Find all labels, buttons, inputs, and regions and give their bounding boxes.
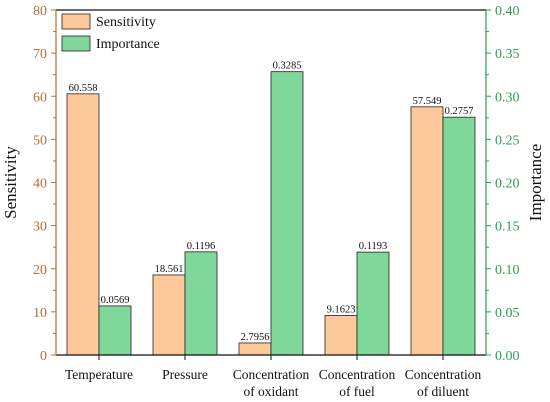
data-label-importance-0: 0.0569 xyxy=(101,295,130,306)
bar-sensitivity-3 xyxy=(324,315,358,356)
left-axis-title: Sensitivity xyxy=(1,146,20,219)
bar-sensitivity-4 xyxy=(410,106,444,356)
legend-swatch-importance xyxy=(61,35,91,52)
right-tick-label-6: 0.30 xyxy=(495,90,520,105)
x-tick-label-3-0: Concentration xyxy=(319,367,396,382)
legend-label-importance: Importance xyxy=(96,37,160,52)
legend-label-sensitivity: Sensitivity xyxy=(96,15,156,30)
data-label-sensitivity-2: 2.7956 xyxy=(241,332,270,343)
data-label-importance-3: 0.1193 xyxy=(359,241,388,252)
bar-importance-4 xyxy=(442,116,476,356)
data-label-sensitivity-1: 18.561 xyxy=(155,264,184,275)
right-tick-label-1: 0.05 xyxy=(495,306,520,321)
bar-sensitivity-1 xyxy=(152,274,186,356)
x-tick-label-0-0: Temperature xyxy=(65,367,133,382)
left-tick-label-2: 20 xyxy=(33,263,47,278)
right-tick-label-5: 0.25 xyxy=(495,133,520,148)
data-label-sensitivity-3: 9.1623 xyxy=(327,304,356,315)
left-tick-label-3: 30 xyxy=(33,220,47,235)
bar-importance-2 xyxy=(270,71,304,356)
plot-area: 60.558 0.0569 Temperature 18.561 0.1196 Press… xyxy=(1,4,545,399)
legend-swatch-sensitivity xyxy=(61,13,91,30)
data-label-sensitivity-4: 57.549 xyxy=(413,96,442,107)
x-tick-label-4-0: Concentration xyxy=(405,367,482,382)
left-tick-label-4: 40 xyxy=(33,177,47,192)
data-label-importance-1: 0.1196 xyxy=(187,241,216,252)
bar-sensitivity-2 xyxy=(238,342,272,356)
data-label-sensitivity-0: 60.558 xyxy=(69,83,98,94)
bar-importance-0 xyxy=(98,305,132,356)
left-tick-label-8: 80 xyxy=(33,4,47,19)
left-tick-label-1: 10 xyxy=(33,306,47,321)
x-tick-label-4-1: of diluent xyxy=(417,384,469,399)
bar-importance-1 xyxy=(184,251,218,356)
left-tick-label-5: 50 xyxy=(33,133,47,148)
left-tick-label-0: 0 xyxy=(40,349,47,364)
x-tick-label-2-1: of oxidant xyxy=(243,384,298,399)
right-tick-label-7: 0.35 xyxy=(495,47,520,62)
data-label-importance-2: 0.3285 xyxy=(273,61,302,72)
right-tick-label-8: 0.40 xyxy=(495,4,520,19)
right-tick-label-4: 0.20 xyxy=(495,177,520,192)
left-tick-label-6: 60 xyxy=(33,90,47,105)
bar-importance-3 xyxy=(356,251,390,356)
x-tick-label-3-1: of fuel xyxy=(339,384,375,399)
right-tick-label-0: 0.00 xyxy=(495,349,520,364)
right-tick-label-2: 0.10 xyxy=(495,263,520,278)
data-label-importance-4: 0.2757 xyxy=(445,106,474,117)
right-tick-label-3: 0.15 xyxy=(495,220,520,235)
x-tick-label-1-0: Pressure xyxy=(162,367,208,382)
bar-sensitivity-0 xyxy=(66,93,100,356)
x-tick-label-2-0: Concentration xyxy=(233,367,310,382)
right-axis-title: Importance xyxy=(526,144,545,221)
left-tick-label-7: 70 xyxy=(33,47,47,62)
